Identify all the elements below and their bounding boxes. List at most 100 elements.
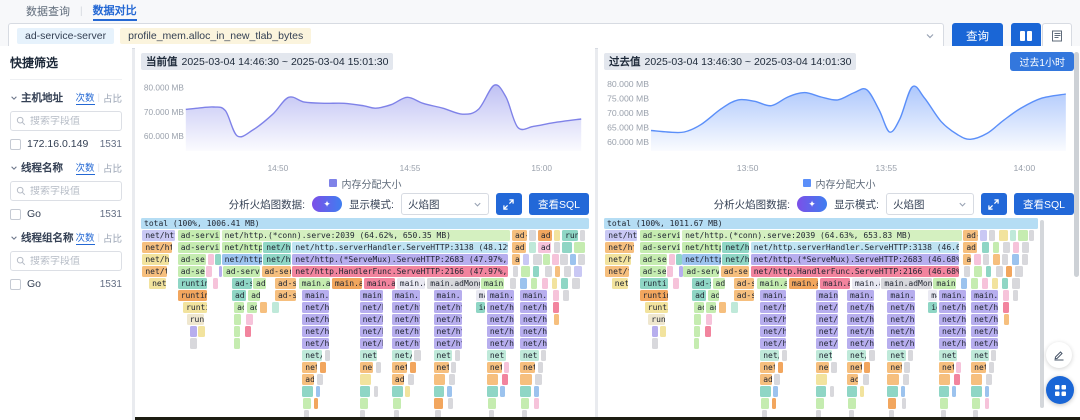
- flame-frame[interactable]: [979, 230, 987, 241]
- flame-frame[interactable]: [563, 266, 572, 277]
- flame-frame[interactable]: ad-: [302, 374, 314, 385]
- flame-frame[interactable]: mai: [475, 290, 486, 301]
- flame-frame[interactable]: [234, 326, 241, 337]
- flame-frame[interactable]: net/ht: [486, 314, 515, 325]
- flame-frame[interactable]: [320, 362, 326, 373]
- tab-data-query[interactable]: 数据查询: [26, 6, 70, 18]
- flame-frame[interactable]: [991, 350, 997, 361]
- flame-frame[interactable]: net/ht: [847, 326, 875, 337]
- flame-frame[interactable]: [761, 410, 768, 420]
- flame-frame[interactable]: net/http.(*conn).serve:2039 (64.63%, 653…: [682, 230, 962, 241]
- view-sql-button[interactable]: 查看SQL: [1013, 193, 1074, 215]
- flame-frame[interactable]: [578, 254, 585, 265]
- flame-frame[interactable]: runtin: [183, 302, 208, 313]
- flame-frame[interactable]: runti: [639, 278, 669, 289]
- flame-frame[interactable]: [815, 386, 827, 397]
- display-mode-select[interactable]: 火焰图: [885, 193, 974, 215]
- flame-frame[interactable]: [448, 398, 453, 409]
- flame-frame[interactable]: [324, 350, 331, 361]
- report-view-button[interactable]: [1042, 23, 1072, 49]
- flame-frame[interactable]: net/ht: [520, 314, 548, 325]
- flame-frame[interactable]: ad-: [963, 230, 979, 241]
- flame-frame[interactable]: net/htt: [142, 242, 172, 253]
- flame-frame[interactable]: ad-se: [692, 278, 712, 289]
- flame-frame[interactable]: net.: [433, 362, 449, 373]
- flame-frame[interactable]: net/ht: [605, 254, 632, 265]
- feedback-edit-button[interactable]: [1046, 342, 1072, 368]
- flame-frame[interactable]: net/http.serverHandler.ServeHTTP:3138 (4…: [750, 242, 960, 253]
- flame-frame[interactable]: ad-: [391, 374, 404, 385]
- flame-frame[interactable]: [528, 242, 537, 253]
- flame-frame[interactable]: net/ht: [391, 314, 421, 325]
- flame-frame[interactable]: ad-: [246, 302, 257, 313]
- flame-frame[interactable]: main.ad: [933, 278, 956, 289]
- flame-frame[interactable]: main.r: [760, 290, 787, 301]
- flame-frame[interactable]: [981, 242, 990, 253]
- flame-frame[interactable]: [451, 362, 457, 373]
- field-search-box[interactable]: [10, 251, 122, 271]
- flame-frame[interactable]: ad-: [847, 374, 859, 385]
- flame-frame[interactable]: [831, 362, 837, 373]
- flame-frame[interactable]: ad-: [537, 242, 552, 253]
- flame-frame[interactable]: main.r: [433, 290, 462, 301]
- flame-frame[interactable]: [486, 374, 499, 385]
- flame-frame[interactable]: [543, 254, 551, 265]
- flame-frame[interactable]: [447, 386, 452, 397]
- flame-frame[interactable]: runt: [648, 314, 665, 325]
- memory-allocation-chart-current[interactable]: 80.000 MB 70.000 MB 60.000 MB 14:50 14:55 15…: [141, 72, 589, 176]
- flame-frame[interactable]: net: [815, 350, 833, 361]
- flame-frame[interactable]: net/htt: [391, 302, 421, 313]
- flame-frame[interactable]: [964, 266, 971, 277]
- flame-frame[interactable]: [302, 386, 314, 397]
- flame-frame[interactable]: [1021, 254, 1029, 265]
- flame-frame[interactable]: [952, 386, 957, 397]
- flame-frame[interactable]: [907, 350, 913, 361]
- flame-frame[interactable]: [409, 362, 417, 373]
- flame-frame[interactable]: [864, 362, 871, 373]
- filter-item[interactable]: Go 1531: [10, 278, 122, 290]
- flame-frame[interactable]: net/ht: [847, 314, 875, 325]
- flame-frame[interactable]: [1003, 242, 1011, 253]
- flame-frame[interactable]: [218, 266, 223, 277]
- filter-item[interactable]: 172.16.0.149 1531: [10, 138, 122, 150]
- flame-frame[interactable]: net/: [302, 350, 322, 361]
- flame-frame[interactable]: [982, 278, 989, 289]
- sort-by-ratio-link[interactable]: 占比: [102, 163, 122, 175]
- sort-by-ratio-link[interactable]: 占比: [102, 93, 122, 105]
- flame-frame[interactable]: net/ht: [520, 338, 548, 349]
- flame-frame[interactable]: [315, 386, 321, 397]
- flame-frame[interactable]: [190, 326, 197, 337]
- flame-frame[interactable]: ad-: [248, 290, 260, 301]
- apps-launcher-button[interactable]: [1046, 376, 1074, 404]
- flame-frame[interactable]: net.: [971, 362, 986, 373]
- flame-frame[interactable]: ad-servi: [639, 230, 681, 241]
- flame-frame[interactable]: ad-: [694, 302, 704, 313]
- field-search-box[interactable]: [10, 181, 122, 201]
- flame-frame[interactable]: [190, 338, 197, 349]
- flame-frame[interactable]: [939, 374, 951, 385]
- flame-frame[interactable]: [214, 254, 222, 265]
- display-mode-select[interactable]: 火焰图: [400, 193, 489, 215]
- chart-legend[interactable]: 内存分配大小: [141, 176, 589, 191]
- tab-data-compare[interactable]: 数据对比: [92, 2, 137, 21]
- flame-frame[interactable]: net.: [939, 362, 954, 373]
- flame-frame[interactable]: net/ht: [887, 326, 915, 337]
- flame-frame[interactable]: [989, 230, 996, 241]
- flame-frame[interactable]: net/ht: [939, 326, 966, 337]
- flame-frame[interactable]: [996, 266, 1004, 277]
- flame-frame[interactable]: net/http.se: [221, 242, 262, 253]
- flame-frame[interactable]: [520, 386, 531, 397]
- flame-frame[interactable]: main.adMon: [881, 278, 933, 289]
- flame-frame[interactable]: net/ht: [391, 338, 421, 349]
- flame-frame[interactable]: [998, 230, 1008, 241]
- flame-frame[interactable]: [651, 326, 658, 337]
- flame-frame[interactable]: [573, 242, 585, 253]
- flame-frame[interactable]: ad-servic: [683, 266, 719, 277]
- flame-frame[interactable]: net/ht: [486, 326, 515, 337]
- checkbox[interactable]: [10, 278, 21, 290]
- flame-frame[interactable]: ad-: [963, 254, 972, 265]
- flame-frame[interactable]: [940, 410, 946, 420]
- flame-frame[interactable]: [1005, 266, 1012, 277]
- flame-frame[interactable]: main.ad: [481, 278, 505, 289]
- flame-frame[interactable]: [704, 326, 711, 337]
